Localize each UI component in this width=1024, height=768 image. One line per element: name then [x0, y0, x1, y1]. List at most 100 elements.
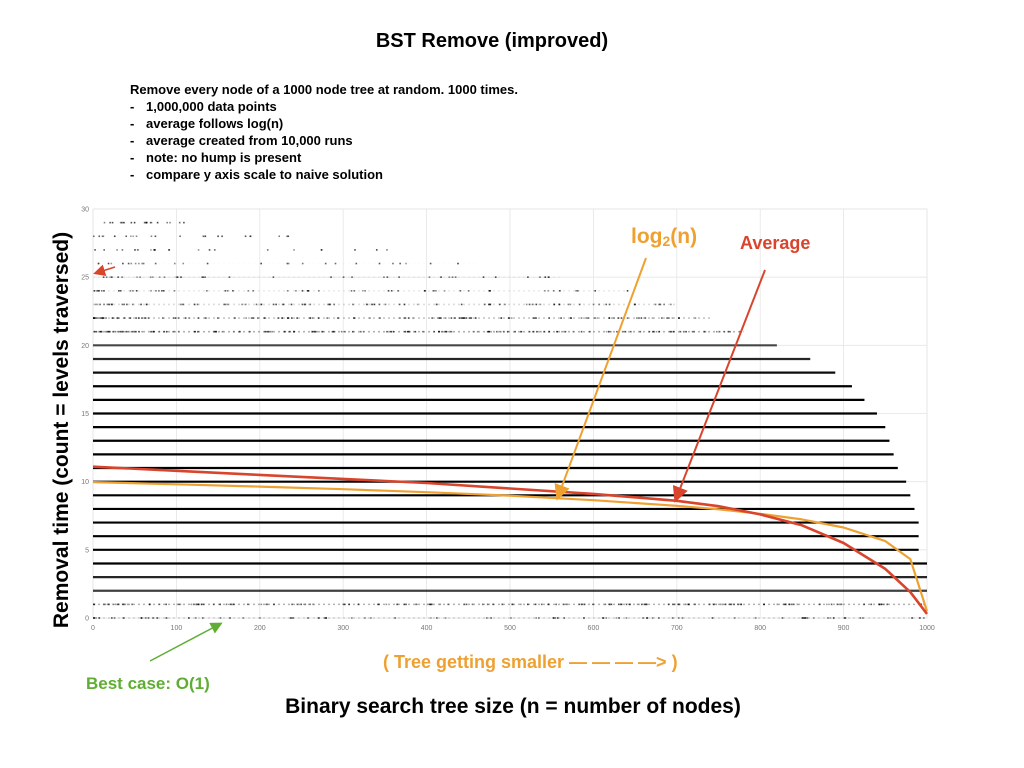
scatter-point [127, 262, 130, 265]
average-label: Average [740, 233, 810, 253]
scatter-point [552, 290, 555, 292]
scatter-point [386, 330, 388, 333]
scatter-point [165, 603, 167, 606]
scatter-point [204, 276, 206, 278]
scatter-point [153, 249, 156, 251]
scatter-point [652, 330, 655, 333]
scatter-point [174, 330, 176, 333]
scatter-point [134, 262, 137, 265]
scatter-point [677, 317, 680, 319]
scatter-point [364, 290, 366, 292]
log2-label-base: log [631, 225, 663, 248]
scatter-point [642, 617, 644, 619]
scatter-point [284, 330, 287, 333]
scatter-point [263, 317, 266, 319]
scatter-point [293, 330, 295, 333]
scatter-point [486, 617, 488, 619]
scatter-point [306, 290, 309, 292]
scatter-point [670, 303, 672, 306]
scatter-point [95, 330, 98, 333]
scatter-point [125, 235, 128, 238]
scatter-point [645, 603, 647, 606]
scatter-point [112, 330, 114, 333]
scatter-point [763, 603, 765, 606]
scatter-point [275, 303, 277, 306]
scatter-point [440, 317, 442, 319]
scatter-point [114, 330, 117, 333]
scatter-point [212, 330, 215, 333]
scatter-point [94, 330, 96, 333]
page-title: BST Remove (improved) [375, 30, 609, 52]
scatter-point [559, 290, 561, 292]
scatter-point [592, 303, 595, 306]
scatter-point [134, 330, 136, 333]
scatter-point [313, 330, 316, 333]
scatter-point [121, 303, 124, 306]
scatter-point [538, 617, 540, 619]
scatter-point [173, 262, 176, 265]
scatter-point [152, 330, 154, 333]
scatter-point [589, 330, 591, 333]
scatter-point [96, 303, 98, 306]
scatter-point [390, 330, 393, 333]
scatter-point [131, 303, 134, 306]
scatter-point [580, 603, 583, 606]
scatter-point [712, 603, 715, 606]
scatter-point [667, 317, 670, 319]
scatter-point [666, 317, 668, 319]
scatter-point [525, 303, 528, 306]
scatter-point [348, 603, 350, 606]
scatter-point [303, 303, 306, 306]
x-tick-label: 700 [671, 625, 683, 632]
scatter-point [136, 276, 138, 278]
scatter-point [472, 330, 475, 333]
scatter-point [144, 317, 147, 319]
scatter-point [429, 603, 431, 606]
scatter-point [792, 603, 795, 606]
scatter-point [197, 330, 199, 333]
scatter-point [564, 603, 567, 606]
scatter-points [93, 221, 927, 619]
scatter-point [878, 603, 880, 606]
scatter-point [435, 303, 438, 306]
scatter-point [489, 303, 492, 306]
scatter-point [636, 317, 638, 319]
scatter-point [398, 303, 401, 306]
scatter-point [329, 303, 332, 306]
scatter-point [344, 330, 346, 333]
scatter-point [301, 262, 304, 265]
scatter-point [331, 330, 334, 333]
scatter-point [281, 303, 284, 306]
scatter-point [153, 330, 155, 333]
scatter-point [615, 617, 618, 619]
scatter-point [176, 603, 179, 606]
scatter-point [499, 303, 501, 306]
scatter-point [396, 603, 399, 606]
scatter-point [109, 330, 111, 333]
scatter-point [342, 276, 345, 278]
scatter-point [651, 617, 654, 619]
scatter-point [353, 290, 356, 292]
scatter-point [166, 221, 168, 224]
scatter-point [119, 221, 122, 224]
scatter-point [357, 603, 360, 606]
scatter-point [282, 303, 285, 306]
scatter-point [548, 317, 550, 319]
scatter-point [618, 617, 620, 619]
scatter-point [95, 317, 98, 319]
scatter-point [730, 603, 732, 606]
scatter-point [145, 303, 148, 306]
scatter-point [154, 262, 157, 265]
scatter-point [651, 330, 654, 333]
scatter-point [281, 317, 283, 319]
scatter-point [330, 276, 332, 278]
scatter-point [96, 317, 99, 319]
scatter-point [351, 617, 353, 619]
scatter-point [287, 262, 290, 265]
scatter-point [531, 303, 534, 306]
scatter-point [459, 290, 462, 292]
scatter-point [528, 303, 531, 306]
scatter-point [325, 617, 327, 619]
scatter-point [115, 603, 117, 606]
